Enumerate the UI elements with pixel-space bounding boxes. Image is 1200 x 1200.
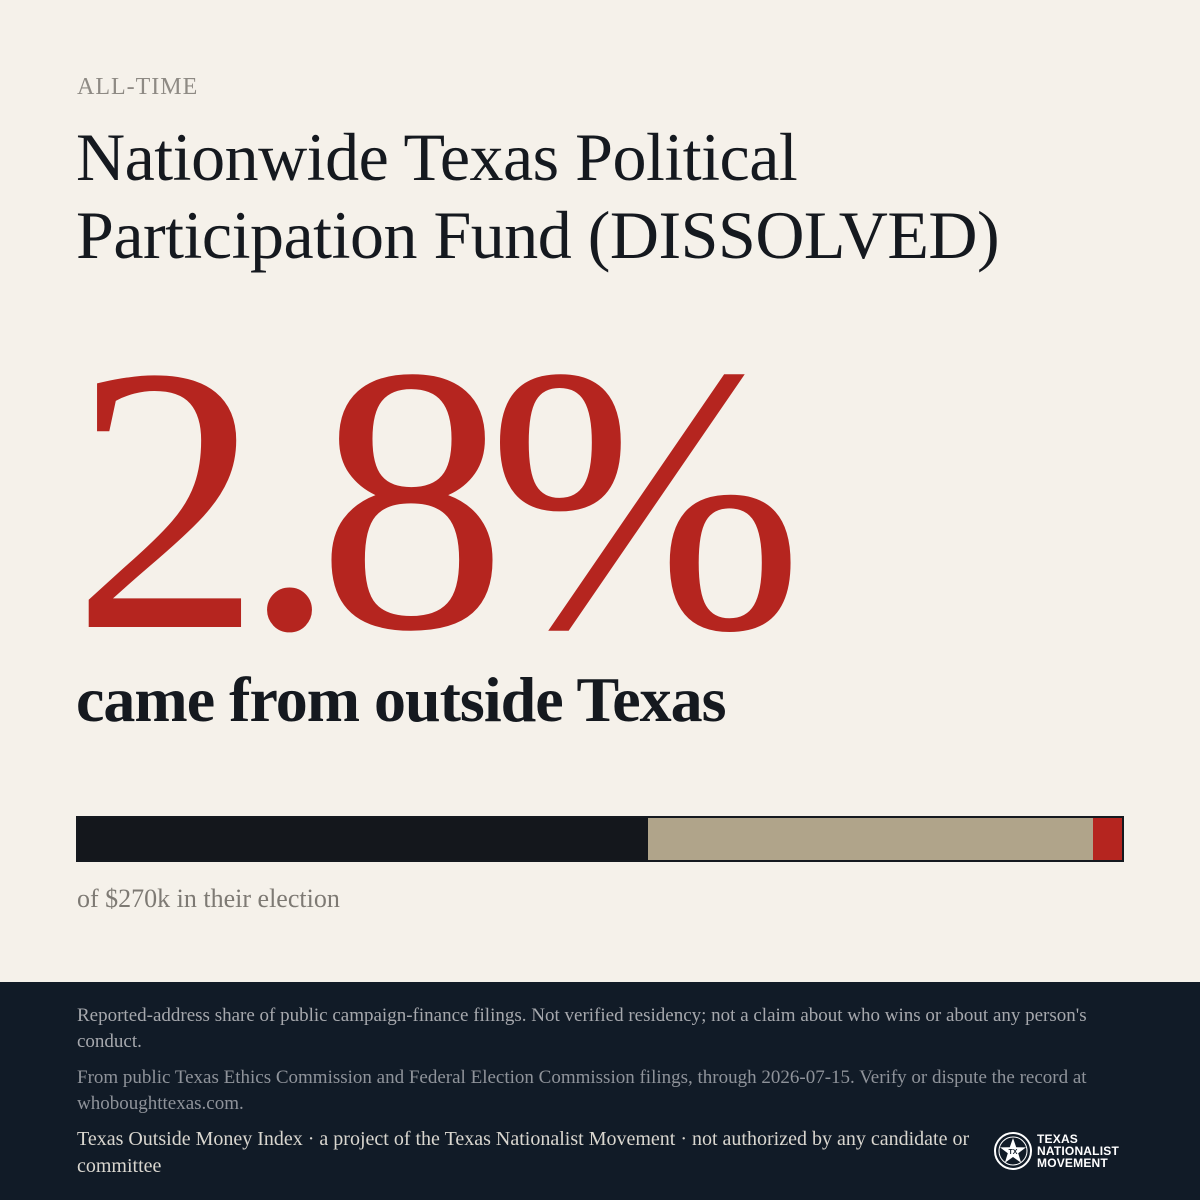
share-bar-unknown-segment bbox=[648, 818, 1093, 860]
footer-credit: Texas Outside Money Index · a project of… bbox=[77, 1128, 970, 1177]
headline-percentage: 2.8% bbox=[72, 289, 804, 710]
tnm-logo-text: TEXAS NATIONALIST MOVEMENT bbox=[1037, 1133, 1119, 1169]
tnm-logo: TX TEXAS NATIONALIST MOVEMENT bbox=[993, 1131, 1119, 1171]
share-bar-caption: of $270k in their election bbox=[77, 884, 340, 913]
headline-caption: came from outside Texas bbox=[76, 664, 727, 735]
kicker-label: ALL-TIME bbox=[77, 74, 199, 100]
share-bar-texas-segment bbox=[78, 818, 649, 860]
svg-text:TX: TX bbox=[1009, 1149, 1018, 1156]
logo-line-3: MOVEMENT bbox=[1037, 1156, 1108, 1170]
footer-source-note: From public Texas Ethics Commission and … bbox=[77, 1067, 1087, 1114]
share-bar bbox=[76, 816, 1124, 862]
star-seal-icon: TX bbox=[994, 1132, 1032, 1170]
share-bar-outside-segment bbox=[1092, 818, 1122, 860]
footer-disclaimer: Reported-address share of public campaig… bbox=[77, 1005, 1087, 1052]
logo-line-1: TEXAS bbox=[1037, 1132, 1079, 1146]
page-title: Nationwide Texas Political Participation… bbox=[76, 119, 1000, 273]
logo-line-2: NATIONALIST bbox=[1037, 1144, 1119, 1158]
